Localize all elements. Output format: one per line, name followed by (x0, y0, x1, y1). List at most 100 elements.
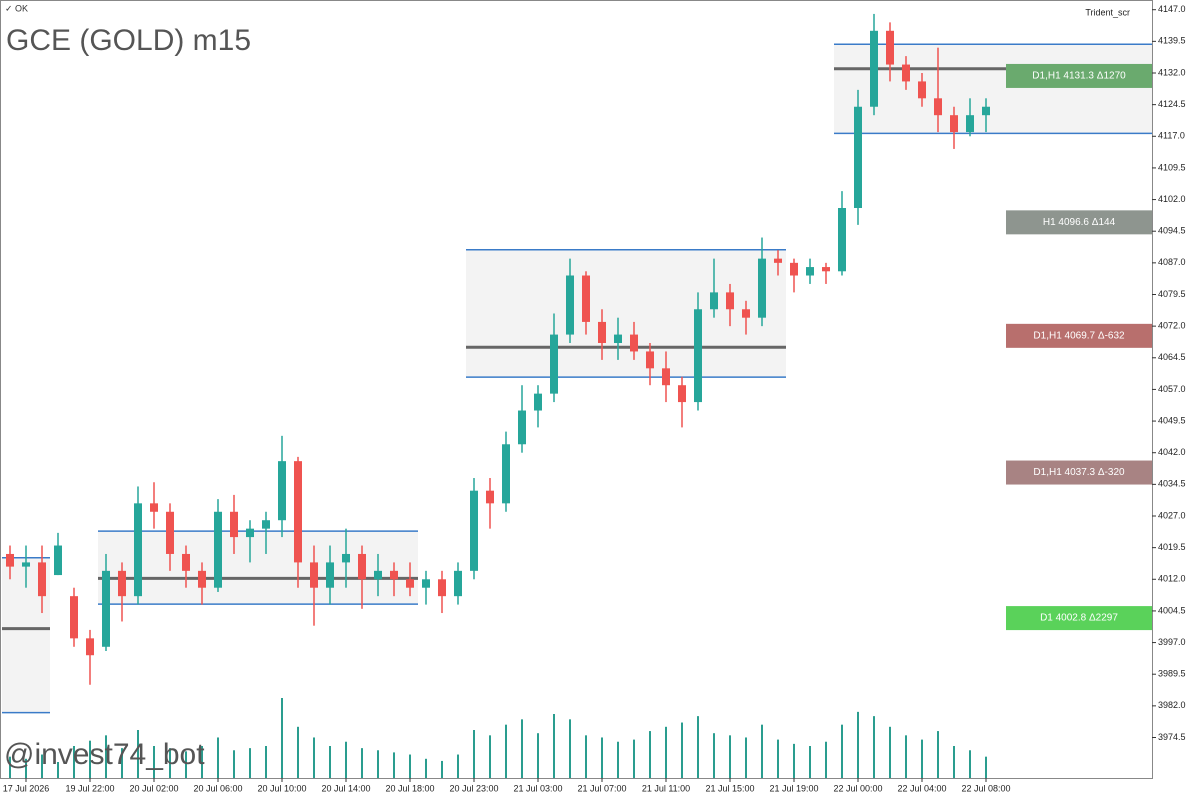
volume-bar (921, 739, 923, 778)
volume-bar (745, 737, 747, 778)
candle-body (70, 596, 78, 639)
candle-body (454, 570, 462, 597)
candle-body (230, 511, 238, 538)
volume-bar (857, 711, 859, 778)
candle-body (470, 490, 478, 571)
x-tick-label: 21 Jul 19:00 (769, 783, 818, 793)
candle-body (630, 334, 638, 352)
y-tick-label: 4057.0 (1158, 384, 1186, 394)
volume-bar (441, 760, 443, 778)
candle-body (678, 385, 686, 403)
volume-bar (361, 748, 363, 778)
y-tick-label: 3974.5 (1158, 732, 1186, 742)
level-box (1006, 323, 1152, 348)
volume-bar (41, 754, 43, 778)
y-tick-label: 3982.0 (1158, 700, 1186, 710)
y-tick-label: 4034.5 (1158, 479, 1186, 489)
zone (466, 249, 786, 378)
volume-bar (617, 741, 619, 778)
y-tick-label: 3997.0 (1158, 637, 1186, 647)
y-tick-label: 4019.5 (1158, 542, 1186, 552)
volume-bar (201, 746, 203, 778)
candle-body (150, 503, 158, 512)
volume-bar (569, 719, 571, 778)
y-tick-label: 4027.0 (1158, 510, 1186, 520)
volume-bar (665, 726, 667, 778)
candle-body (134, 503, 142, 597)
x-tick-label: 20 Jul 10:00 (257, 783, 306, 793)
volume-bar (9, 756, 11, 778)
level-label: D1,H1 4131.3 Δ1270 (1032, 71, 1126, 82)
status: ✓ OK (5, 3, 28, 13)
volume-bar (985, 756, 987, 778)
x-tick-label: 21 Jul 03:00 (513, 783, 562, 793)
candle-body (86, 638, 94, 656)
volume-bar (761, 724, 763, 778)
volume-bar (249, 748, 251, 778)
x-tick-label: 17 Jul 2026 (3, 783, 50, 793)
candle-body (102, 570, 110, 647)
candle-body (646, 351, 654, 369)
candle-body (406, 579, 414, 588)
volume-bar (329, 746, 331, 778)
candle-body (518, 410, 526, 445)
candle-body (550, 334, 558, 394)
y-tick-label: 4094.5 (1158, 226, 1186, 236)
x-tick-label: 21 Jul 07:00 (577, 783, 626, 793)
volume-bar (57, 762, 59, 778)
volume-bar (281, 698, 283, 778)
candle-body (502, 444, 510, 504)
x-tick-label: 21 Jul 11:00 (642, 783, 690, 793)
x-tick-label: 22 Jul 04:00 (897, 783, 946, 793)
candle-body (534, 393, 542, 411)
candle-body (822, 267, 830, 272)
candle-body (6, 553, 14, 567)
volume-bar (425, 758, 427, 778)
volume-bar (89, 740, 91, 778)
volume-bar (345, 741, 347, 778)
candle-body (390, 570, 398, 580)
volume-bar (809, 746, 811, 778)
candle-body (774, 258, 782, 263)
x-tick-label: 20 Jul 06:00 (193, 783, 242, 793)
candle-body (294, 461, 302, 563)
volume-bar (681, 722, 683, 778)
candle-body (790, 262, 798, 276)
candle-body (166, 511, 174, 554)
x-tick-label: 20 Jul 18:00 (385, 783, 434, 793)
y-tick-label: 4064.5 (1158, 352, 1186, 362)
indicator-name: Trident_scr (1085, 7, 1130, 17)
candle-body (902, 64, 910, 82)
level-label: D1,H1 4037.3 Δ-320 (1033, 467, 1125, 478)
volume-bar (489, 735, 491, 778)
zone (834, 44, 1152, 134)
candle-body (214, 511, 222, 588)
candle-body (262, 520, 270, 529)
y-tick-label: 4147.0 (1158, 4, 1186, 14)
y-tick-label: 4049.5 (1158, 415, 1186, 425)
volume-bar (457, 754, 459, 778)
candle-body (982, 106, 990, 116)
volume-bar (217, 737, 219, 778)
volume-bar (905, 735, 907, 778)
volume-bar (729, 735, 731, 778)
y-tick-label: 4139.5 (1158, 36, 1186, 46)
volume-bar (825, 741, 827, 778)
volume-bar (185, 751, 187, 778)
chart-title: GCE (GOLD) m15 (6, 24, 251, 57)
candle-body (918, 81, 926, 99)
level-label: H1 4096.6 Δ144 (1043, 217, 1116, 228)
volume-bar (521, 719, 523, 778)
level-box (1006, 460, 1152, 485)
candle-body (710, 292, 718, 310)
volume-bar (889, 726, 891, 778)
y-tick-label: 4042.0 (1158, 447, 1186, 457)
volume-bar (393, 752, 395, 778)
candle-body (38, 562, 46, 597)
candle-body (374, 570, 382, 580)
candle-body (870, 30, 878, 107)
candle-body (694, 309, 702, 403)
volume-bar (777, 739, 779, 778)
volume-bar (649, 731, 651, 778)
x-tick-label: 20 Jul 02:00 (129, 783, 178, 793)
